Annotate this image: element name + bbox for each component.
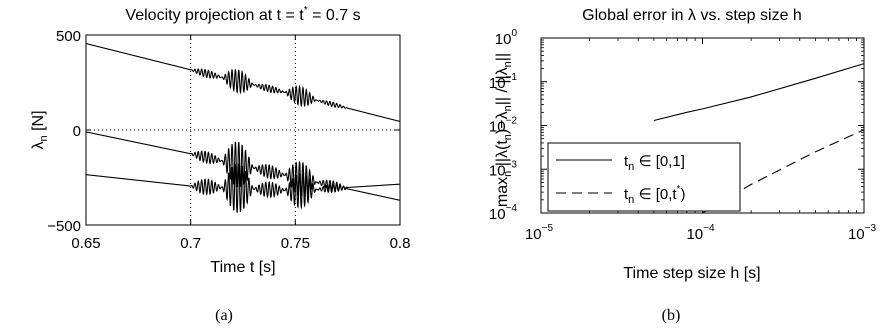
x-tick-label: 0.65 — [71, 235, 100, 252]
panel-b-series — [653, 63, 865, 214]
panel-b-caption: (b) — [662, 307, 681, 324]
panel-a-ticks: 0.65 0.7 0.75 0.8 500 0 −500 — [47, 28, 410, 252]
x-tick-label: 0.7 — [180, 235, 201, 252]
x-tick-label: 0.75 — [281, 235, 310, 252]
y-tick-label: −500 — [47, 218, 81, 235]
legend-box — [547, 142, 741, 212]
panel-b-ylabel: maxn ||λ(tn)−λn|| / ||λn|| — [494, 53, 514, 207]
x-tick-label: 10−5 — [525, 223, 554, 243]
panel-b-xlabel: Time step size h [s] — [623, 265, 760, 282]
panel-a-caption: (a) — [215, 307, 233, 324]
panel-a-reference-lines — [86, 35, 400, 225]
panel-a-series — [85, 43, 401, 213]
y-tick-label: 0 — [73, 123, 81, 140]
error-series-line-full — [653, 63, 865, 122]
y-tick-label: 100 — [495, 28, 518, 48]
panel-a-velocity-projection: Velocity projection at t = t* = 0.7 s 0.… — [30, 5, 410, 324]
panel-a-xlabel: Time t [s] — [210, 259, 275, 276]
x-tick-label: 10−4 — [686, 223, 715, 243]
lambda-series-line-2 — [85, 131, 401, 201]
panel-b-title: Global error in λ vs. step size h — [582, 7, 802, 24]
panel-a-title: Velocity projection at t = t* = 0.7 s — [125, 5, 360, 24]
y-tick-label: 500 — [56, 28, 81, 45]
legend-label-solid: tn ∈ [0,1] — [624, 153, 685, 173]
panel-b-legend: tn ∈ [0,1] tn ∈ [0,t*) — [547, 142, 741, 212]
lambda-series-line-1 — [85, 43, 401, 122]
panel-b-global-error: Global error in λ vs. step size h 10−5 10… — [489, 7, 877, 324]
panel-a-ylabel: λn [N] — [30, 110, 50, 149]
x-tick-label: 10−3 — [848, 223, 877, 243]
lambda-series-line-3 — [85, 163, 401, 213]
x-tick-label: 0.8 — [390, 235, 411, 252]
legend-label-dashed: tn ∈ [0,t*) — [624, 184, 685, 206]
